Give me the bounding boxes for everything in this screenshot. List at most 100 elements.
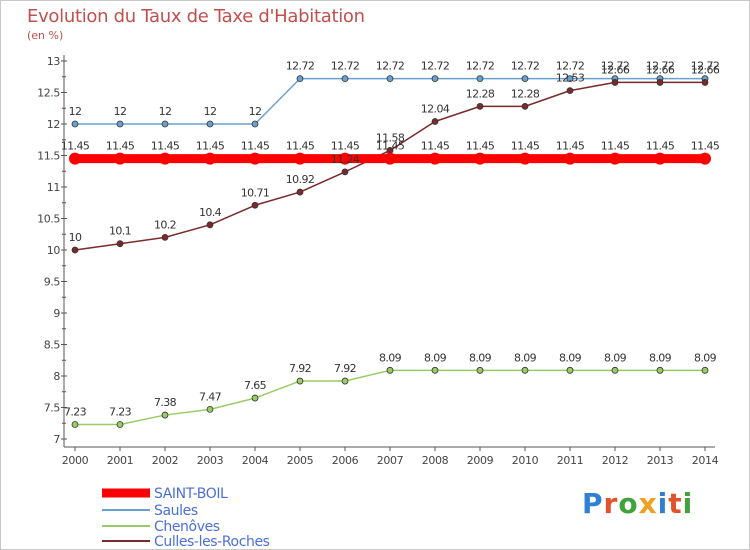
data-point	[431, 75, 439, 83]
data-label: 8.09	[424, 351, 447, 364]
data-point	[114, 152, 126, 165]
data-point	[656, 79, 664, 86]
data-label: 12	[69, 105, 82, 118]
y-tick-label: 10	[47, 244, 61, 257]
x-tick-label: 2007	[377, 454, 404, 467]
data-point	[431, 366, 439, 374]
data-label: 10.71	[241, 186, 270, 199]
data-point	[296, 377, 304, 385]
data-point	[656, 366, 664, 374]
data-label: 7.47	[199, 390, 222, 403]
data-point	[476, 366, 484, 374]
data-label: 12.72	[421, 60, 450, 73]
data-label: 12.72	[331, 60, 360, 73]
data-label: 11.45	[556, 140, 585, 153]
logo-letter: i	[682, 487, 694, 520]
logo-letter: o	[618, 487, 639, 520]
data-label: 12.66	[646, 63, 675, 76]
data-point	[521, 75, 529, 83]
data-point	[386, 75, 394, 83]
data-point	[611, 366, 619, 374]
legend-label: Saules	[154, 503, 198, 519]
data-label: 11.45	[466, 140, 495, 153]
data-point	[341, 377, 349, 385]
logo-letter: x	[638, 487, 658, 520]
data-label: 8.09	[559, 351, 582, 364]
x-tick-label: 2013	[647, 454, 674, 467]
data-point	[206, 221, 214, 229]
legend-label: Chenôves	[154, 519, 220, 535]
y-tick-label: 8	[53, 370, 60, 383]
data-label: 12.72	[646, 60, 675, 73]
data-point	[701, 79, 709, 86]
data-label: 11.45	[646, 140, 675, 153]
data-label: 11.45	[511, 140, 540, 153]
x-tick-label: 2011	[557, 454, 583, 467]
data-point	[116, 421, 124, 428]
data-point	[476, 75, 484, 83]
data-label: 11.45	[376, 140, 405, 153]
data-point	[161, 233, 169, 241]
data-label: 12	[204, 105, 217, 118]
data-point	[431, 118, 439, 125]
data-point	[654, 152, 666, 165]
data-point	[474, 152, 486, 165]
data-point	[341, 75, 349, 83]
data-label: 7.92	[289, 362, 311, 375]
data-point	[566, 75, 574, 83]
data-point	[249, 152, 261, 165]
legend-label: SAINT-BOIL	[154, 486, 228, 502]
data-label: 11.45	[286, 140, 315, 153]
data-point	[701, 366, 709, 374]
proxiti-logo: Proxiti	[582, 487, 693, 520]
logo-letter: i	[657, 487, 669, 520]
data-label: 7.23	[64, 406, 87, 419]
data-label: 8.09	[604, 351, 627, 364]
data-label: 11.45	[61, 140, 90, 153]
data-point	[206, 405, 214, 413]
data-point	[296, 188, 304, 196]
data-label: 10.1	[109, 225, 131, 238]
y-tick-label: 7.5	[44, 402, 61, 415]
data-label: 12.53	[556, 72, 585, 85]
data-label: 12.04	[421, 102, 450, 115]
data-label: 12	[249, 105, 262, 118]
data-label: 7.38	[154, 396, 177, 409]
data-point	[204, 152, 216, 165]
x-tick-label: 2002	[152, 454, 178, 467]
data-point	[116, 120, 124, 128]
data-point	[476, 102, 484, 110]
x-tick-label: 2012	[602, 454, 628, 467]
data-label: 11.45	[691, 140, 720, 153]
y-tick-label: 11	[47, 181, 60, 194]
data-point	[71, 421, 79, 428]
y-tick-label: 12	[47, 118, 60, 131]
data-label: 8.09	[694, 351, 717, 364]
data-label: 10.2	[154, 218, 176, 231]
data-label: 7.65	[244, 379, 267, 392]
data-label: 10.4	[199, 206, 222, 219]
data-label: 12	[114, 105, 127, 118]
x-tick-label: 2005	[287, 454, 314, 467]
data-point	[429, 152, 441, 165]
data-point	[251, 120, 259, 128]
x-tick-label: 2006	[332, 454, 359, 467]
y-tick-label: 9	[53, 307, 60, 320]
data-point	[519, 152, 531, 165]
data-label: 11.45	[421, 140, 450, 153]
y-tick-label: 9.5	[44, 276, 61, 289]
data-point	[206, 120, 214, 128]
data-point	[521, 366, 529, 374]
legend-label: Culles-les-Roches	[154, 534, 270, 550]
data-point	[251, 394, 259, 402]
data-label: 8.09	[514, 351, 537, 364]
data-point	[69, 152, 81, 165]
y-tick-label: 8.5	[44, 339, 61, 352]
logo-letter: t	[668, 487, 683, 520]
data-point	[339, 152, 351, 165]
data-point	[611, 79, 619, 86]
data-label: 11.58	[376, 131, 405, 144]
data-label: 7.23	[109, 406, 132, 419]
